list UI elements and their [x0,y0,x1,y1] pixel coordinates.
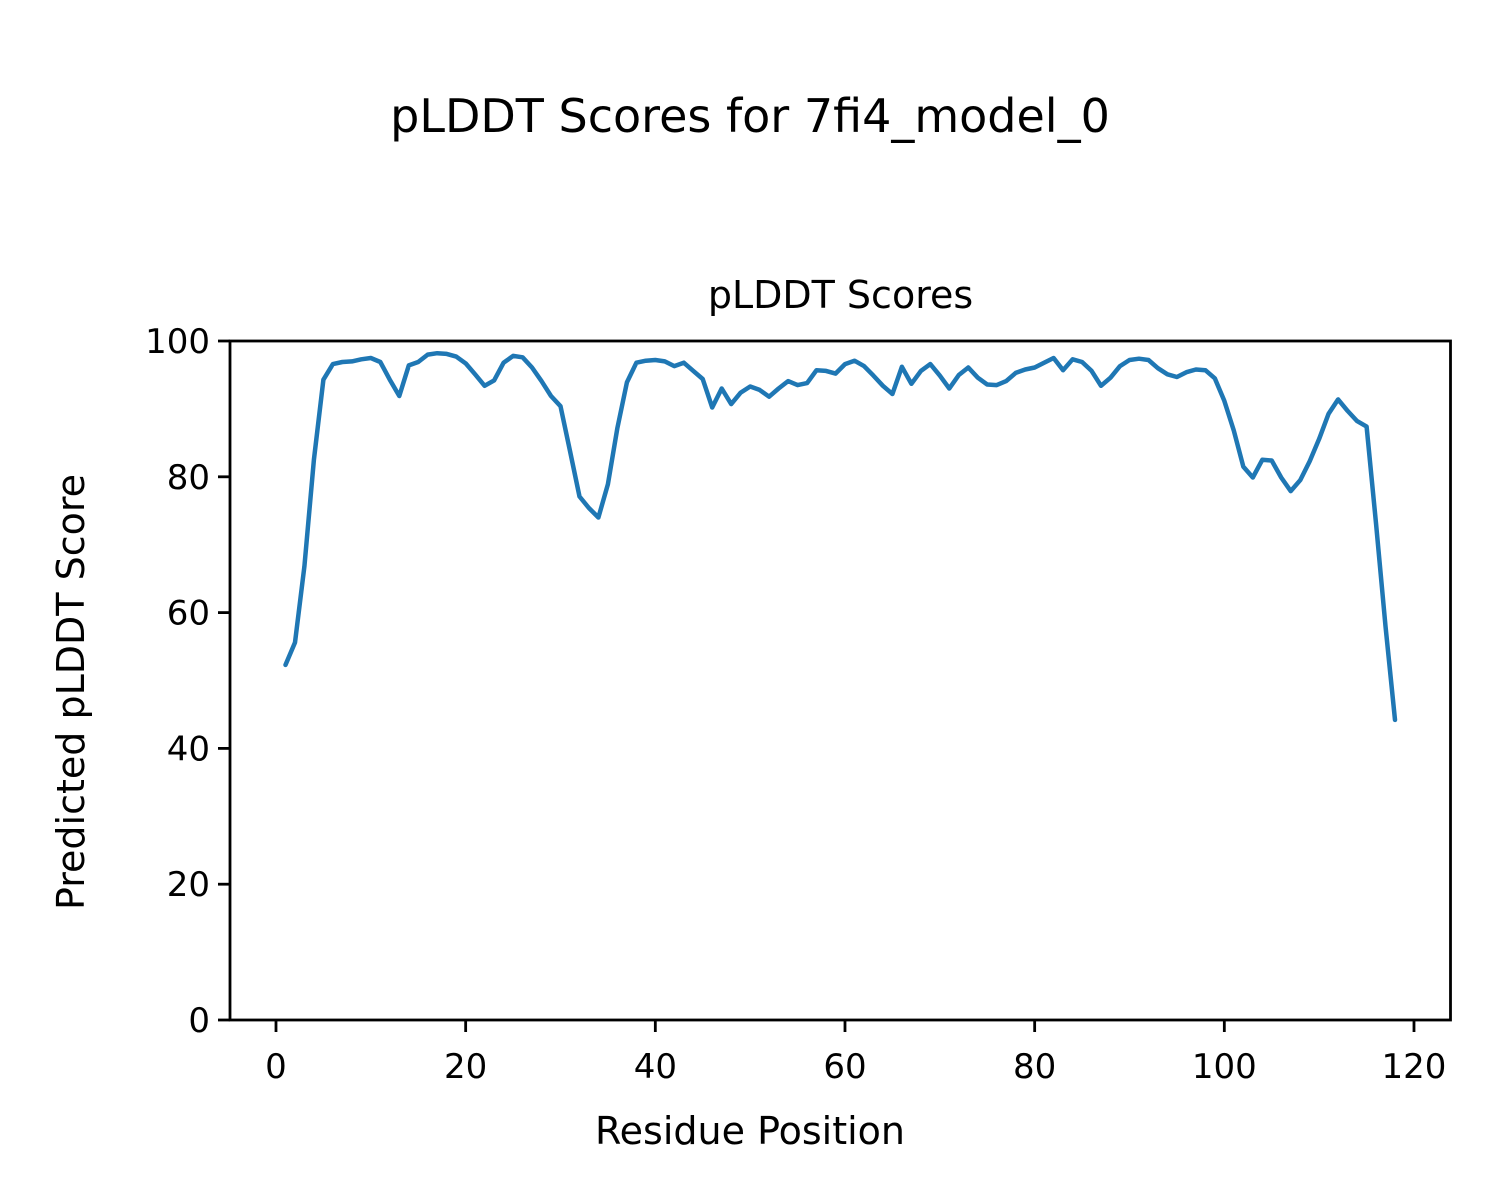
axes-spines-group [228,339,1452,1022]
figure-suptitle: pLDDT Scores for 7fi4_model_0 [390,89,1110,143]
x-tick-label: 40 [634,1047,677,1087]
y-tick-label: 80 [167,458,210,498]
y-ticks-group: 0 20 40 60 80 100 [145,322,230,1041]
axes-title: pLDDT Scores [707,273,974,317]
y-tick-label: 100 [145,322,210,362]
x-tick-label: 20 [444,1047,487,1087]
x-tick-label: 60 [823,1047,866,1087]
axes-spines [228,339,1452,1022]
y-tick-label: 0 [188,1001,210,1041]
x-tick-label: 0 [265,1047,287,1087]
x-tick-label: 100 [1192,1047,1257,1087]
y-tick-label: 20 [167,865,210,905]
y-tick-label: 60 [167,594,210,634]
y-tick-label: 40 [167,729,210,769]
plddt-score-line [283,350,1398,723]
x-tick-label: 80 [1013,1047,1056,1087]
x-axis-label: Residue Position [594,1109,906,1153]
x-tick-label: 120 [1382,1047,1447,1087]
plddt-line-group [283,350,1398,723]
x-ticks-group: 0 20 40 60 80 100 120 [265,1020,1446,1087]
